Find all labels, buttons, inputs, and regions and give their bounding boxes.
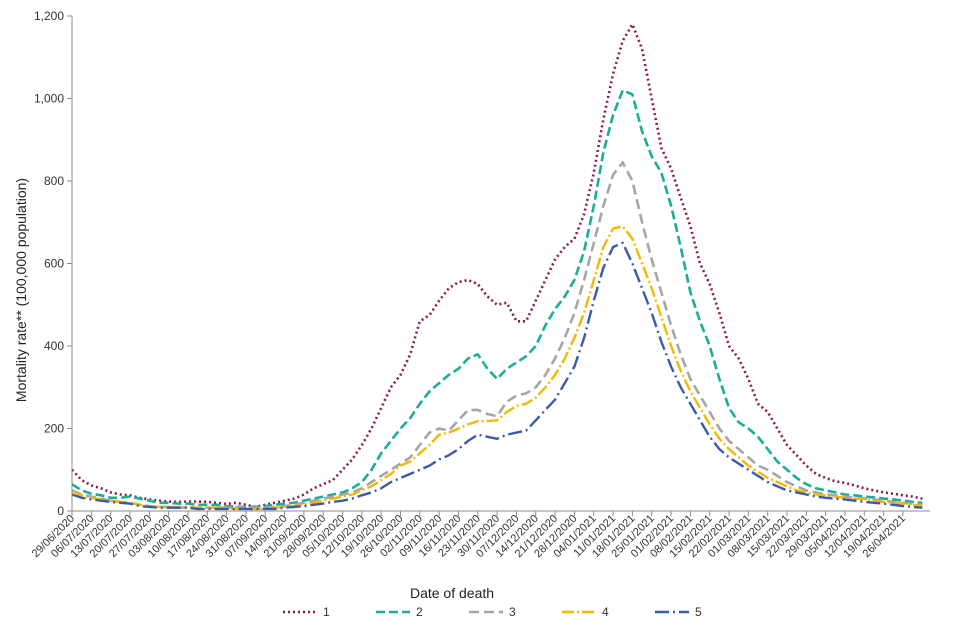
y-axis-ticks: 0 200 400 600 800 1,000 1,200	[34, 9, 72, 518]
legend-label-5: 5	[695, 605, 702, 619]
series-line-2	[71, 89, 923, 509]
series-line-5	[71, 241, 923, 511]
y-tick-label: 1,000	[34, 92, 64, 106]
legend: 1 2 3 4 5	[283, 605, 702, 619]
x-axis-label: Date of death	[410, 585, 494, 601]
y-tick-label: 0	[57, 504, 64, 518]
series-line-4	[71, 225, 923, 511]
y-axis-label: Mortality rate** (100,000 population)	[13, 178, 29, 402]
legend-label-4: 4	[602, 605, 609, 619]
series-layer	[71, 22, 923, 511]
y-tick-label: 1,200	[34, 9, 64, 23]
y-tick-label: 800	[44, 174, 64, 188]
x-axis-ticks: 29/06/202006/07/202013/07/202020/07/2020…	[30, 511, 908, 560]
y-tick-label: 200	[44, 422, 64, 436]
legend-label-2: 2	[416, 605, 423, 619]
legend-label-3: 3	[509, 605, 516, 619]
y-tick-label: 400	[44, 339, 64, 353]
y-tick-label: 600	[44, 257, 64, 271]
legend-label-1: 1	[323, 605, 330, 619]
